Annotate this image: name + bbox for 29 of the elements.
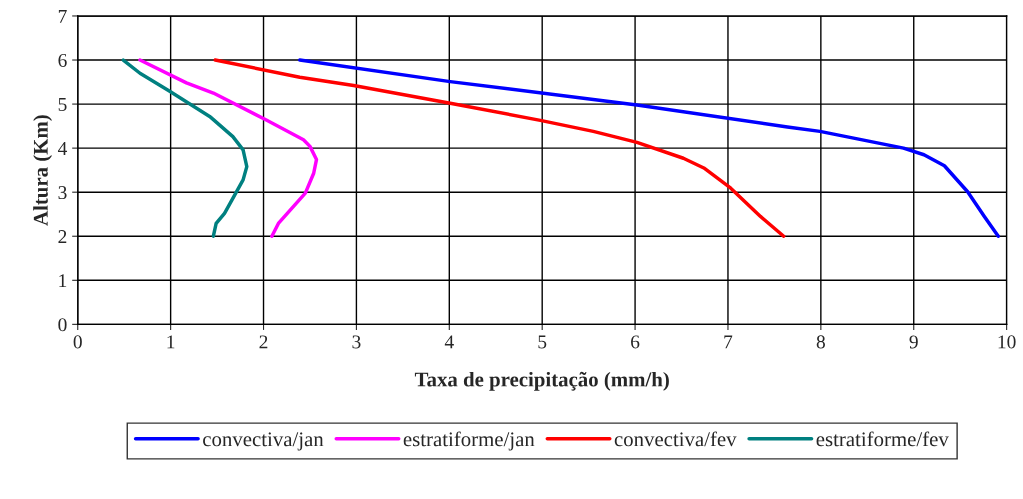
legend-label: convectiva/fev [614,431,737,447]
y-tick-label: 3 [58,186,67,200]
x-tick-label: 5 [538,335,547,349]
x-tick-label: 6 [631,335,640,349]
y-axis-title: Altura (Km) [33,115,53,226]
y-tick-label: 6 [58,53,67,67]
x-tick-label: 9 [909,335,918,349]
x-tick-label: 4 [444,335,454,349]
x-tick-label: 3 [352,335,361,349]
y-tick-label: 1 [59,274,67,288]
x-tick-label: 7 [724,335,733,349]
x-tick-label: 1 [167,335,175,349]
line-series [298,58,1001,238]
line-series [213,58,786,238]
y-tick-label: 5 [58,98,67,112]
legend-label: estratiforme/fev [816,431,949,447]
y-tick-label: 7 [58,9,67,23]
line-series [138,58,319,238]
y-tick-label: 2 [58,230,67,243]
x-axis-title: Taxa de precipitação (mm/h) [414,371,669,391]
x-tick-label: 10 [998,335,1016,349]
y-tick-label: 4 [57,142,68,155]
y-tick-label: 0 [58,318,67,332]
legend-label: convectiva/jan [203,432,324,451]
x-tick-label: 0 [73,335,82,349]
x-tick-label: 2 [259,335,268,349]
x-tick-label: 8 [816,335,825,349]
line-series [121,58,249,238]
legend-label: estratiforme/jan [403,431,535,451]
